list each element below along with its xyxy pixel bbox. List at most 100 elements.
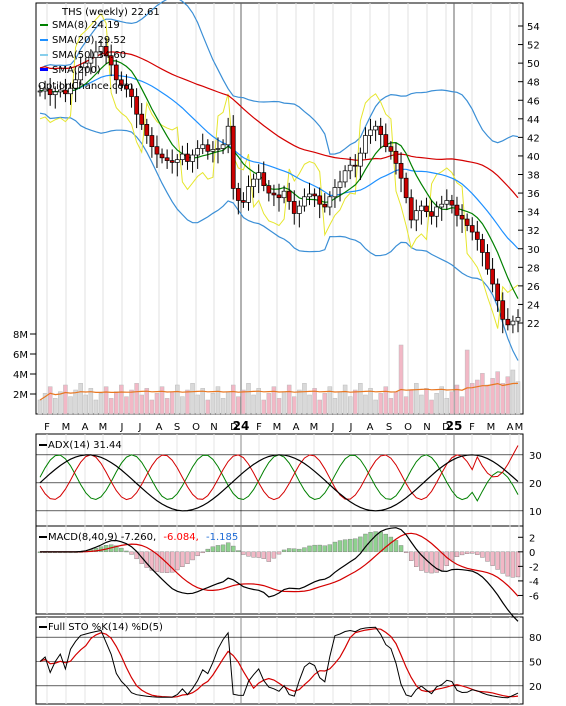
legend-sma8: SMA(8) 24.19 bbox=[52, 20, 120, 31]
candle-body bbox=[505, 318, 511, 326]
macd-histogram-bar bbox=[470, 551, 475, 554]
volume-bar bbox=[302, 383, 307, 415]
candle-body bbox=[500, 300, 506, 320]
legend-swatch-sma200 bbox=[40, 68, 48, 71]
candle-body bbox=[241, 200, 246, 203]
volume-bar bbox=[154, 393, 160, 415]
candle-body bbox=[200, 144, 206, 149]
candle-body bbox=[332, 187, 338, 198]
macd-histogram-bar bbox=[180, 551, 185, 568]
sto-legend-swatch bbox=[39, 626, 47, 628]
volume-bar bbox=[195, 394, 200, 415]
macd-histogram-bar bbox=[490, 551, 495, 566]
macd-histogram-bar bbox=[292, 548, 297, 553]
volume-bar bbox=[327, 386, 333, 415]
volume-bar bbox=[159, 386, 165, 415]
candle-body bbox=[276, 194, 282, 199]
price-tick-label: 48 bbox=[527, 78, 540, 89]
macd-histogram-bar bbox=[119, 547, 124, 553]
volume-bar bbox=[205, 399, 211, 415]
candle-body bbox=[480, 239, 485, 253]
price-tick-label: 34 bbox=[527, 208, 540, 219]
volume-bar bbox=[98, 393, 104, 415]
macd-histogram-bar bbox=[159, 551, 165, 573]
adx-title: ADX(14) 31.44 bbox=[48, 440, 122, 451]
price-tick-label: 26 bbox=[527, 282, 540, 293]
macd-histogram-bar bbox=[485, 551, 490, 562]
x-tick-label: M bbox=[515, 422, 524, 433]
candle-body bbox=[388, 146, 394, 152]
macd-histogram-bar bbox=[256, 551, 261, 558]
macd-histogram-bar bbox=[114, 545, 119, 553]
adx-line bbox=[39, 454, 519, 512]
macd-histogram-value: -1.185 bbox=[206, 532, 238, 543]
price-tick-label: 54 bbox=[527, 22, 540, 33]
macd-histogram-bar bbox=[500, 551, 505, 574]
x-tick-label: D bbox=[230, 422, 238, 433]
volume-bar bbox=[449, 391, 455, 415]
volume-bar bbox=[251, 394, 256, 415]
volume-bar bbox=[383, 386, 389, 415]
volume-bar bbox=[373, 399, 378, 415]
macd-histogram-bar bbox=[205, 548, 211, 553]
macd-histogram-bar bbox=[337, 540, 343, 553]
candle-body bbox=[429, 211, 434, 217]
x-tick-label: A bbox=[367, 422, 374, 433]
macd-tick-label: -2 bbox=[529, 562, 539, 573]
volume-bar bbox=[469, 383, 475, 415]
candle-body bbox=[378, 125, 384, 135]
macd-histogram-bar bbox=[378, 531, 383, 553]
volume-bar bbox=[332, 398, 338, 415]
volume-bar bbox=[317, 399, 322, 415]
volume-bar bbox=[185, 389, 190, 415]
stochastic-panel bbox=[35, 616, 524, 705]
volume-bar bbox=[454, 384, 460, 415]
macd-histogram-bar bbox=[403, 551, 409, 554]
candle-body bbox=[78, 67, 84, 81]
x-tick-label: F bbox=[44, 422, 50, 433]
candle-body bbox=[424, 205, 429, 212]
candle-body bbox=[485, 252, 490, 270]
candle-body bbox=[220, 144, 226, 149]
candle-body bbox=[185, 153, 190, 162]
candle-body bbox=[124, 85, 129, 90]
volume-bar bbox=[424, 388, 429, 415]
candle-body bbox=[154, 146, 160, 155]
volume-bar bbox=[124, 396, 129, 415]
volume-bar bbox=[408, 389, 414, 415]
macd-histogram-bar bbox=[149, 551, 155, 571]
volume-bar bbox=[347, 396, 353, 415]
price-tick-label: 24 bbox=[527, 300, 540, 311]
macd-tick-label: -4 bbox=[529, 577, 539, 588]
macd-histogram-bar bbox=[505, 551, 511, 577]
candle-body bbox=[266, 185, 272, 194]
price-tick-label: 28 bbox=[527, 263, 540, 274]
macd-histogram-bar bbox=[393, 540, 399, 553]
adx-tick-label: 20 bbox=[529, 479, 542, 490]
macd-histogram-bar bbox=[480, 551, 485, 558]
candle-body bbox=[180, 153, 185, 161]
volume-bar bbox=[342, 384, 348, 415]
x-tick-label: D bbox=[442, 422, 450, 433]
volume-bar bbox=[215, 386, 221, 415]
volume-bar bbox=[220, 398, 226, 415]
volume-bar bbox=[475, 379, 480, 415]
candle-body bbox=[469, 225, 475, 233]
x-tick-label: M bbox=[99, 422, 108, 433]
candle-body bbox=[246, 186, 251, 203]
macd-histogram-bar bbox=[353, 538, 358, 553]
candle-body bbox=[88, 57, 94, 64]
candle-body bbox=[317, 195, 323, 205]
minus-di-line bbox=[39, 445, 519, 501]
x-tick-label: M bbox=[273, 422, 282, 433]
price-tick-label: 36 bbox=[527, 189, 540, 200]
volume-bar bbox=[515, 381, 521, 415]
x-tick-label: F bbox=[256, 422, 262, 433]
x-tick-label: S bbox=[174, 422, 180, 433]
price-tick-label: 44 bbox=[527, 115, 540, 126]
candle-body bbox=[93, 51, 99, 58]
macd-histogram-bar bbox=[459, 551, 465, 556]
macd-histogram-bar bbox=[200, 551, 205, 554]
volume-bar bbox=[403, 396, 409, 415]
